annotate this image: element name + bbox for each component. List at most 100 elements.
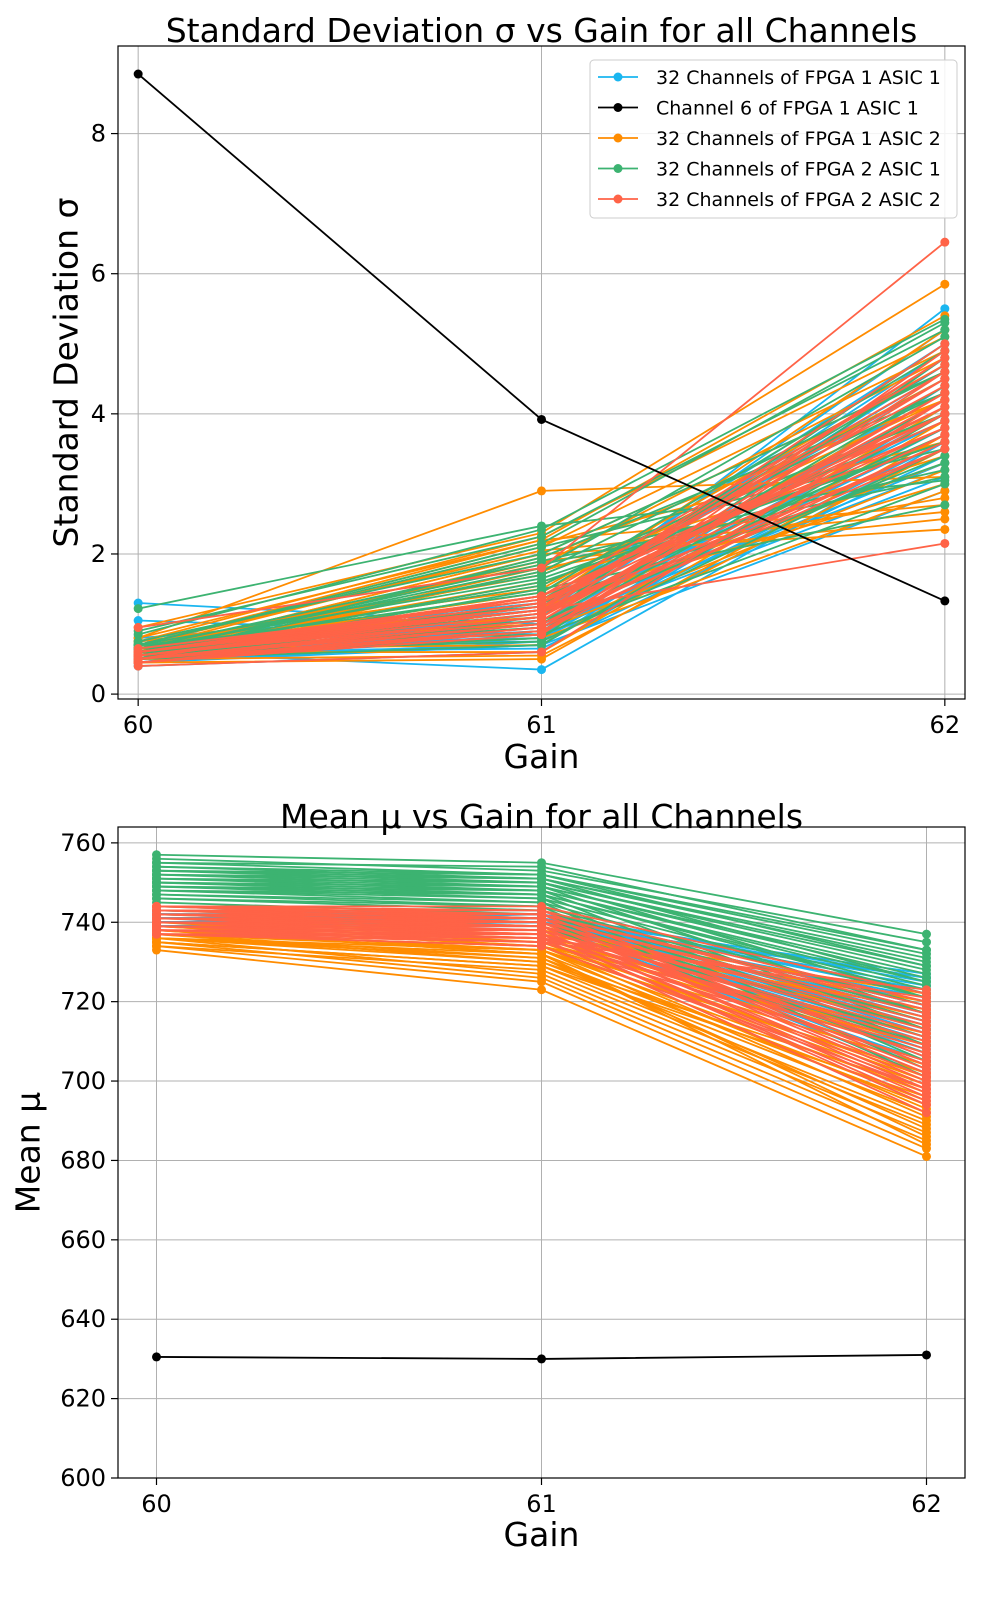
legend-label: 32 Channels of FPGA 2 ASIC 2 xyxy=(656,189,941,211)
y-tick-label: 640 xyxy=(60,1305,106,1333)
x-tick-label: 61 xyxy=(526,711,557,739)
data-point xyxy=(940,437,950,447)
data-point xyxy=(537,612,546,622)
series-fpga2_asic2 xyxy=(133,237,950,671)
data-point xyxy=(922,1017,931,1027)
data-point xyxy=(940,325,950,335)
data-point xyxy=(537,1354,546,1364)
data-point xyxy=(940,360,950,370)
data-point xyxy=(940,402,950,412)
data-point xyxy=(537,640,546,650)
legend-marker xyxy=(613,133,623,143)
y-tick-label: 4 xyxy=(91,400,106,428)
data-point xyxy=(940,479,950,489)
data-point xyxy=(940,332,950,342)
data-point xyxy=(940,346,950,356)
mean-chart-y-axis-label: Mean μ xyxy=(9,1092,48,1213)
data-point xyxy=(922,945,931,955)
mean-chart-ticks: 60 61 62 600 620 640 660 680 700 720 740 760 xyxy=(60,829,942,1518)
data-point xyxy=(940,430,950,440)
data-point xyxy=(537,862,546,872)
legend-marker xyxy=(613,164,623,173)
data-point xyxy=(537,985,546,995)
data-point xyxy=(922,1151,931,1161)
data-point xyxy=(940,304,950,314)
series-channel6 xyxy=(152,1350,931,1364)
y-tick-label: 740 xyxy=(60,908,106,936)
series-fpga2_asic2 xyxy=(152,901,931,1118)
data-point xyxy=(940,451,950,461)
data-point xyxy=(922,961,931,971)
data-point xyxy=(940,374,950,384)
data-point xyxy=(537,524,546,534)
legend-label: Channel 6 of FPGA 1 ASIC 1 xyxy=(656,98,919,120)
legend-label: 32 Channels of FPGA 2 ASIC 1 xyxy=(656,159,941,181)
data-point xyxy=(940,388,950,398)
legend: 32 Channels of FPGA 1 ASIC 1 Channel 6 of… xyxy=(589,59,958,219)
legend-item: Channel 6 of FPGA 1 ASIC 1 xyxy=(598,98,919,120)
data-point xyxy=(133,604,143,614)
legend-label: 32 Channels of FPGA 1 ASIC 2 xyxy=(656,128,941,150)
data-point xyxy=(940,423,950,433)
data-point xyxy=(922,1024,931,1034)
data-point xyxy=(537,486,546,496)
data-point xyxy=(940,486,950,496)
y-tick-label: 8 xyxy=(91,120,106,148)
mean-chart-title: Mean μ vs Gain for all Channels xyxy=(280,797,803,836)
legend-marker xyxy=(613,194,623,204)
data-point xyxy=(940,465,950,475)
data-point xyxy=(940,444,950,454)
y-tick-label: 660 xyxy=(60,1226,106,1254)
data-point xyxy=(537,941,546,951)
data-point xyxy=(537,591,546,601)
legend-item: 32 Channels of FPGA 1 ASIC 2 xyxy=(598,128,941,150)
data-point xyxy=(537,957,546,967)
y-tick-label: 700 xyxy=(60,1067,106,1095)
x-tick-label: 61 xyxy=(526,1490,557,1518)
data-point xyxy=(940,353,950,363)
y-tick-label: 6 xyxy=(91,260,106,288)
std-chart-x-axis-label: Gain xyxy=(504,737,580,776)
y-tick-label: 680 xyxy=(60,1146,106,1174)
legend-marker xyxy=(613,72,623,82)
data-point xyxy=(940,318,950,328)
data-point xyxy=(133,69,143,79)
data-point xyxy=(940,237,950,247)
data-point xyxy=(537,563,546,573)
x-tick-label: 60 xyxy=(123,711,154,739)
y-tick-label: 600 xyxy=(60,1464,106,1492)
data-point xyxy=(922,1124,931,1134)
data-point xyxy=(537,630,546,640)
mean-chart: 60 61 62 600 620 640 660 680 700 720 740 760 Mean μ… xyxy=(9,797,966,1554)
data-point xyxy=(940,514,950,524)
data-point xyxy=(922,929,931,939)
x-tick-label: 62 xyxy=(911,1490,942,1518)
data-point xyxy=(940,409,950,419)
legend-item: 32 Channels of FPGA 2 ASIC 2 xyxy=(598,189,941,211)
data-point xyxy=(940,395,950,405)
mean-chart-x-axis-label: Gain xyxy=(504,1515,580,1554)
data-point xyxy=(922,1132,931,1142)
data-point xyxy=(922,1140,931,1150)
data-point xyxy=(940,538,950,548)
x-tick-label: 60 xyxy=(141,1490,172,1518)
data-point xyxy=(537,573,546,583)
data-point xyxy=(922,985,931,995)
data-point xyxy=(922,1040,931,1050)
std-chart-series xyxy=(133,69,950,675)
data-point xyxy=(133,661,143,671)
std-chart: 60 61 62 0 2 4 6 8 Standard Deviation σ vs Gain… xyxy=(47,11,966,776)
data-point xyxy=(537,531,546,541)
legend-marker xyxy=(613,103,623,112)
data-point xyxy=(537,647,546,657)
y-tick-label: 620 xyxy=(60,1385,106,1413)
data-point xyxy=(922,937,931,947)
data-point xyxy=(922,1001,931,1011)
data-point xyxy=(922,1032,931,1042)
data-point xyxy=(922,1084,931,1094)
data-point xyxy=(940,493,950,503)
data-point xyxy=(940,472,950,482)
legend-item: 32 Channels of FPGA 1 ASIC 1 xyxy=(598,67,941,89)
data-point xyxy=(922,1096,931,1106)
